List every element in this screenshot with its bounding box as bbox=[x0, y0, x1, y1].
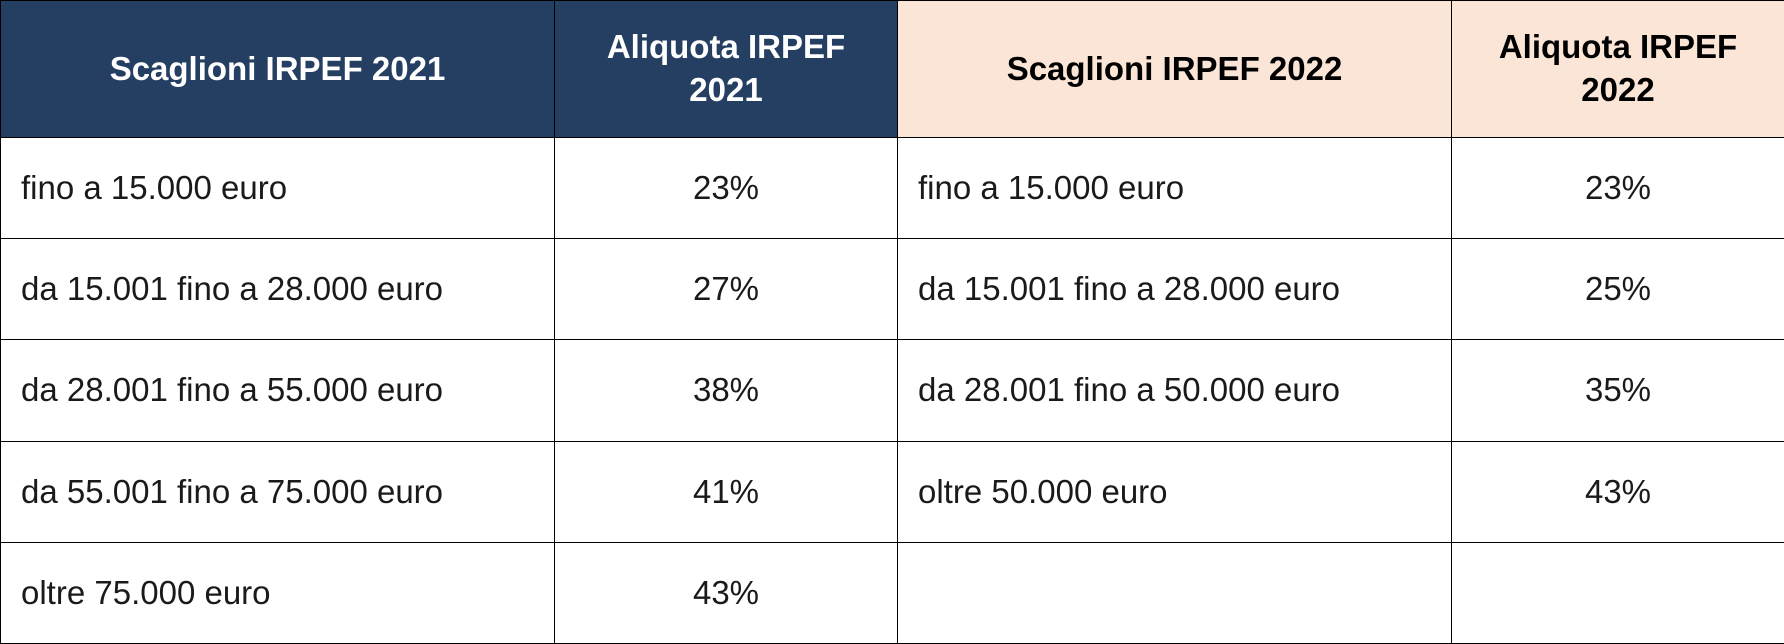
table-row: da 55.001 fino a 75.000 euro 41% oltre 50.… bbox=[0, 440, 1784, 543]
table-row: da 15.001 fino a 28.000 euro 27% da 15.001… bbox=[0, 238, 1784, 341]
table-row: oltre 75.000 euro 43% bbox=[0, 541, 1784, 644]
bracket-cell: da 15.001 fino a 28.000 euro bbox=[897, 238, 1452, 341]
rate-cell: 43% bbox=[1451, 440, 1784, 543]
empty-cell bbox=[897, 541, 1452, 644]
empty-cell bbox=[1451, 541, 1784, 644]
header-cell: Scaglioni IRPEF 2022 bbox=[897, 0, 1452, 138]
bracket-cell: da 28.001 fino a 55.000 euro bbox=[0, 339, 555, 442]
rate-cell: 43% bbox=[554, 541, 898, 644]
bracket-cell: oltre 75.000 euro bbox=[0, 541, 555, 644]
rate-cell: 38% bbox=[554, 339, 898, 442]
rate-cell: 41% bbox=[554, 440, 898, 543]
header-cell: Aliquota IRPEF 2021 bbox=[554, 0, 898, 138]
rate-cell: 35% bbox=[1451, 339, 1784, 442]
bracket-cell: da 28.001 fino a 50.000 euro bbox=[897, 339, 1452, 442]
table-row: da 28.001 fino a 55.000 euro 38% da 28.001… bbox=[0, 339, 1784, 442]
header-cell: Aliquota IRPEF 2022 bbox=[1451, 0, 1784, 138]
header-cell: Scaglioni IRPEF 2021 bbox=[0, 0, 555, 138]
rate-cell: 23% bbox=[1451, 136, 1784, 240]
bracket-cell: oltre 50.000 euro bbox=[897, 440, 1452, 543]
bracket-cell: fino a 15.000 euro bbox=[897, 136, 1452, 240]
bracket-cell: fino a 15.000 euro bbox=[0, 136, 555, 240]
header-row: Scaglioni IRPEF 2021 Aliquota IRPEF 2021… bbox=[0, 0, 1784, 138]
table-row: fino a 15.000 euro 23% fino a 15.000 euro 2… bbox=[0, 136, 1784, 240]
rate-cell: 27% bbox=[554, 238, 898, 341]
rate-cell: 25% bbox=[1451, 238, 1784, 341]
table-body: fino a 15.000 euro 23% fino a 15.000 euro 2… bbox=[0, 136, 1784, 644]
bracket-cell: da 55.001 fino a 75.000 euro bbox=[0, 440, 555, 543]
rate-cell: 23% bbox=[554, 136, 898, 240]
bracket-cell: da 15.001 fino a 28.000 euro bbox=[0, 238, 555, 341]
